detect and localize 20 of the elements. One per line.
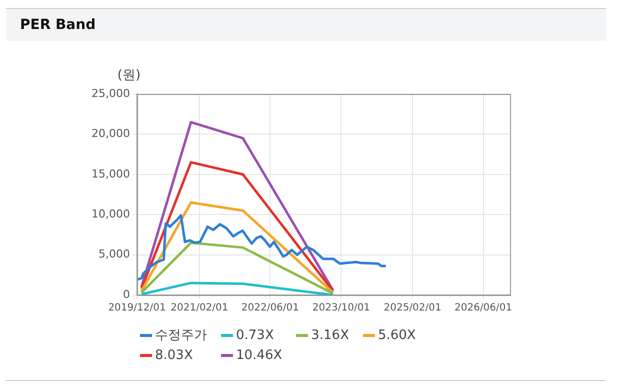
legend-label: 8.03X — [155, 348, 193, 363]
x-tick-label: 2023/10/01 — [312, 302, 370, 314]
chart-title: PER Band — [20, 17, 96, 33]
legend-label: 5.60X — [378, 328, 416, 342]
x-tick-label: 2019/12/01 — [108, 302, 166, 314]
legend-label: 수정주가 — [155, 327, 207, 344]
legend-label: 0.73X — [236, 328, 274, 342]
y-tick-label: 10,000 — [92, 207, 130, 220]
x-tick-label: 2025/02/01 — [384, 302, 442, 314]
y-tick-label: 0 — [123, 288, 130, 301]
x-tick-label: 2021/02/01 — [170, 302, 228, 314]
x-tick-label: 2022/06/01 — [241, 302, 300, 314]
y-tick-label: 25,000 — [92, 86, 130, 100]
y-tick-label: 20,000 — [92, 127, 130, 140]
y-axis-title: (원) — [117, 68, 141, 83]
legend-label: 3.16X — [311, 328, 349, 342]
y-tick-label: 5,000 — [98, 248, 130, 261]
x-tick-label: 2026/06/01 — [454, 302, 512, 314]
legend-label: 10.46X — [236, 348, 282, 363]
y-tick-label: 15,000 — [92, 167, 130, 180]
